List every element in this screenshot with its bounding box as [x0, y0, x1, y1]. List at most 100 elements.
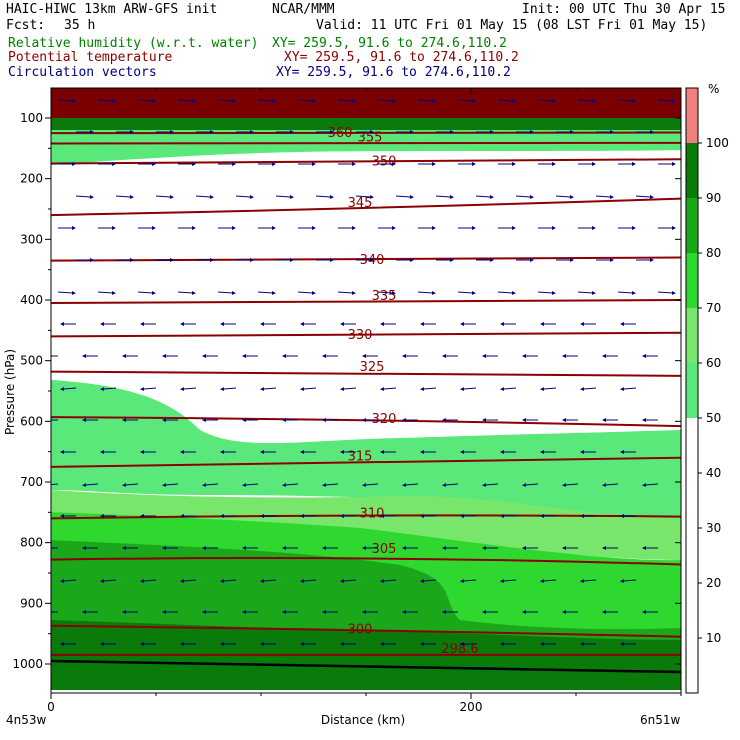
circulation-vector — [162, 483, 179, 487]
circulation-vector — [540, 387, 557, 391]
model-title: HAIC-HIWC 13km ARW-GFS init — [6, 2, 218, 17]
circulation-vector — [300, 579, 317, 583]
circulation-vector — [362, 483, 379, 487]
y-tick-label: 300 — [20, 232, 43, 246]
circulation-vector — [140, 579, 157, 583]
circulation-vector — [100, 579, 117, 583]
circulation-vector — [97, 291, 116, 295]
colorbar-tick-label: 90 — [706, 191, 721, 205]
circulation-vector — [257, 291, 276, 295]
circulation-vector — [395, 195, 414, 199]
circulation-vector — [322, 483, 339, 487]
theta-contour-label: 350 — [372, 155, 397, 170]
circulation-vector — [195, 195, 214, 199]
init-time: Init: 00 UTC Thu 30 Apr 15 — [522, 2, 726, 17]
valid-time: Valid: 11 UTC Fri 01 May 15 (08 LST Fri … — [316, 18, 708, 33]
circulation-vector — [457, 291, 476, 295]
circulation-vector — [475, 195, 494, 199]
colorbar-band — [686, 308, 698, 363]
circulation-vector — [657, 291, 676, 295]
circulation-vector — [537, 291, 556, 295]
circulation-vector — [420, 387, 437, 391]
circulation-vector — [137, 291, 156, 295]
y-tick-label: 600 — [20, 414, 43, 428]
colorbar-tick-label: 20 — [706, 576, 721, 590]
circulation-vector — [577, 99, 596, 103]
field-vector-xy: XY= 259.5, 91.6 to 274.6,110.2 — [276, 65, 511, 80]
circulation-vector — [537, 99, 556, 103]
circulation-vector — [180, 579, 197, 583]
field-rh-title: Relative humidity (w.r.t. water) — [8, 36, 259, 51]
circulation-vector — [500, 387, 517, 391]
theta-contour-line — [51, 158, 681, 165]
y-tick-label: 900 — [20, 596, 43, 610]
circulation-vector — [275, 195, 294, 199]
fcst-value: 35 h — [64, 18, 96, 33]
circulation-vector — [482, 483, 499, 487]
circulation-vector — [220, 579, 237, 583]
theta-contour-line — [51, 370, 681, 377]
circulation-vector — [460, 387, 477, 391]
y-tick-label: 700 — [20, 475, 43, 489]
circulation-vector — [337, 99, 356, 103]
circulation-vector — [555, 195, 574, 199]
field-rh-xy: XY= 259.5, 91.6 to 274.6,110.2 — [272, 36, 507, 51]
theta-contour-label: 300 — [348, 622, 373, 637]
theta-contour-line — [51, 141, 681, 145]
circulation-vector — [115, 195, 134, 199]
y-tick-label: 100 — [20, 111, 43, 125]
circulation-vector — [340, 579, 357, 583]
colorbar-band — [686, 198, 698, 253]
colorbar-band — [686, 88, 698, 143]
circulation-vector — [57, 99, 76, 103]
theta-contour-label: 298.6 — [441, 642, 478, 657]
colorbar-tick-label: 50 — [706, 411, 721, 425]
theta-contour-line — [51, 331, 681, 338]
circulation-vector — [355, 195, 374, 199]
circulation-vector — [500, 579, 517, 583]
circulation-vector — [235, 195, 254, 199]
circulation-vector — [97, 99, 116, 103]
circulation-vector — [377, 291, 396, 295]
circulation-vector — [515, 195, 534, 199]
circulation-vector — [580, 579, 597, 583]
circulation-vector — [337, 291, 356, 295]
colorbar-tick-label: 70 — [706, 301, 721, 315]
theta-contour-line — [51, 557, 681, 566]
circulation-vector — [457, 99, 476, 103]
circulation-vector — [380, 579, 397, 583]
circulation-vector — [242, 483, 259, 487]
circulation-vector — [602, 483, 619, 487]
circulation-vector — [340, 387, 357, 391]
circulation-vector — [217, 291, 236, 295]
x-axis-label: Distance (km) — [321, 713, 405, 727]
circulation-vector — [435, 195, 454, 199]
theta-contour-label: 360 — [328, 126, 353, 141]
colorbar-tick-label: 60 — [706, 356, 721, 370]
theta-contour-label: 355 — [358, 130, 383, 145]
theta-contours: 360 3553503453403353303253203153103053002… — [51, 126, 681, 657]
circulation-vector — [57, 291, 76, 295]
colorbar: 10 20 30 40 50 60 70 80 90 100 — [685, 87, 729, 694]
x-axis-start-location: 4n53w — [6, 713, 47, 727]
colorbar-tick-label: 30 — [706, 521, 721, 535]
theta-contour-label: 320 — [372, 412, 397, 427]
circulation-vector — [617, 99, 636, 103]
colorbar-band — [686, 253, 698, 308]
circulation-vector — [202, 483, 219, 487]
colorbar-tick-label: 80 — [706, 246, 721, 260]
circulation-vector — [122, 483, 139, 487]
circulation-vector — [442, 483, 459, 487]
circulation-vector — [137, 99, 156, 103]
theta-contour-label: 335 — [372, 289, 397, 304]
theta-contour-label: 315 — [348, 450, 373, 465]
terrain-line — [50, 659, 682, 674]
circulation-vector — [257, 99, 276, 103]
x-axis-end-location: 6n51w — [640, 713, 681, 727]
circulation-vector — [402, 483, 419, 487]
rh-band-60-70 — [51, 490, 681, 560]
circulation-vector — [657, 99, 676, 103]
circulation-vector — [642, 483, 659, 487]
circulation-vector — [562, 483, 579, 487]
